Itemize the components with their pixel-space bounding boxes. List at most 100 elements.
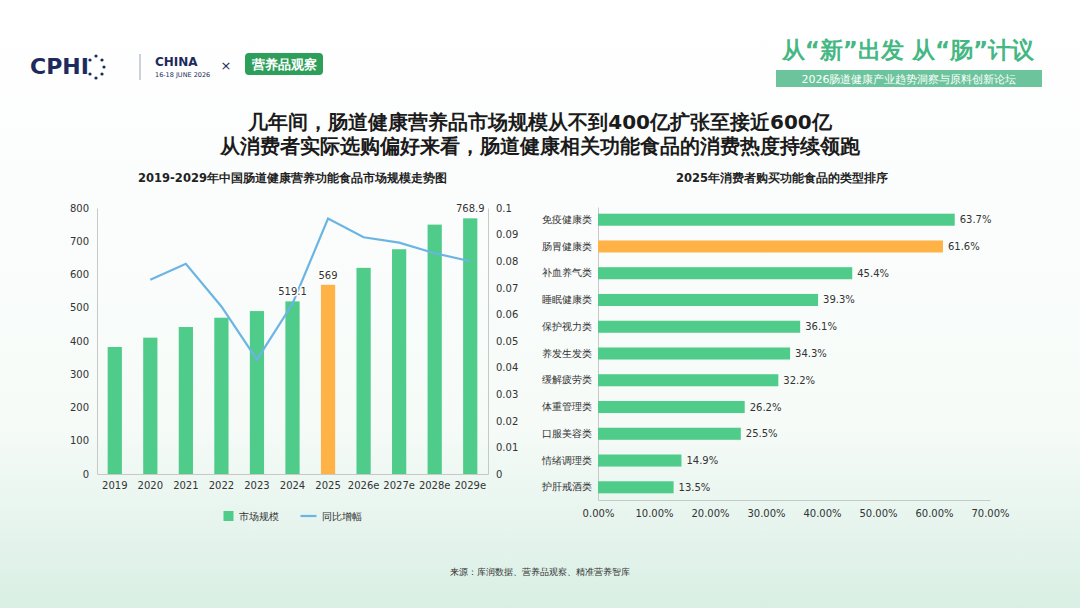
legend: 市场规模同比增幅	[224, 511, 362, 522]
tick: 缓解疲劳类	[542, 374, 598, 385]
axis-line	[98, 474, 489, 475]
legend-item: 同比增幅	[301, 511, 362, 522]
logo-dot	[100, 72, 103, 75]
logo-dot	[94, 76, 97, 79]
bar	[598, 481, 674, 493]
tick-label: 2019	[102, 480, 127, 491]
tick-label: 0.06	[496, 309, 518, 320]
tick: 0.07	[488, 283, 518, 294]
data-label: 768.9	[456, 203, 485, 214]
data-label: 63.7%	[960, 214, 992, 225]
tick: 保护视力类	[542, 321, 598, 332]
axis: 免疫健康类肠胃健康类补血养气类睡眠健康类保护视力类养发生发类缓解疲劳类体重管理类…	[541, 208, 599, 501]
title: 从消费者实际选购偏好来看，肠道健康相关功能食品的消费热度持续领跑	[219, 134, 861, 158]
tick-label: 70.00%	[971, 508, 1009, 519]
data-labels: 519.1 569 768.9	[278, 203, 484, 297]
tick-label: 100	[70, 435, 89, 446]
tick-label: 免疫健康类	[542, 214, 592, 225]
bar	[598, 455, 681, 467]
tick-label: 20.00%	[691, 508, 729, 519]
tick-label: 30.00%	[747, 508, 785, 519]
tick-label: 0.08	[496, 256, 518, 267]
tick: 2019	[102, 474, 127, 491]
axis: 20192020202120222023202420252026e2027e20…	[98, 474, 489, 491]
tick: 肠胃健康类	[542, 241, 598, 252]
legend-label: 同比增幅	[322, 511, 362, 522]
tick: 0.02	[488, 416, 518, 427]
forum-band	[776, 70, 1042, 87]
bar	[598, 374, 778, 386]
tick: 0.08	[488, 256, 518, 267]
tick-label: 0.04	[496, 362, 518, 373]
tick: 0	[83, 469, 97, 480]
data-labels: 63.7%61.6%45.4%39.3%36.1%34.3%32.2%26.2%…	[679, 214, 992, 493]
data-label: 25.5%	[746, 428, 778, 439]
tick: 70.00%	[971, 500, 1009, 519]
legend-symbol	[224, 511, 234, 521]
tick-label: 200	[70, 402, 89, 413]
tick: 补血养气类	[542, 267, 598, 278]
tick: 20.00%	[691, 500, 729, 519]
bar	[598, 428, 741, 440]
tick: 2029e	[454, 474, 486, 491]
tick-label: 60.00%	[915, 508, 953, 519]
tick: 500	[70, 302, 97, 313]
tick-label: 2028e	[419, 480, 451, 491]
tick-label: 补血养气类	[542, 267, 592, 278]
background	[0, 0, 1080, 608]
bar	[108, 347, 122, 474]
tick: 口服美容类	[542, 428, 598, 439]
tick-label: 50.00%	[859, 508, 897, 519]
tick: 10.00%	[635, 500, 673, 519]
tick: 800	[70, 203, 97, 214]
tick: 0	[488, 469, 502, 480]
tick-label: 情绪调理类	[541, 455, 592, 466]
tick: 2022	[209, 474, 234, 491]
tick: 700	[70, 236, 97, 247]
data-label: 569	[318, 270, 337, 281]
axis: 0.00%10.00%20.00%30.00%40.00%50.00%60.00…	[583, 500, 1010, 519]
data-label: 519.1	[278, 286, 307, 297]
tick: 300	[70, 369, 97, 380]
page: CPHICHINA16-18 JUNE 2026×营养品观察从“新”出发 从“肠…	[0, 0, 1080, 608]
tick-label: 0.00%	[583, 508, 615, 519]
chart-title: 2019-2029年中国肠道健康营养功能食品市场规模走势图	[138, 171, 447, 185]
source: 来源：库润数据、营养品观察、精准营养智库	[450, 567, 630, 577]
tick-label: 2024	[280, 480, 305, 491]
tick: 400	[70, 336, 97, 347]
title: 几年间，肠道健康营养品市场规模从不到400亿扩张至接近600亿	[247, 110, 832, 134]
bar	[392, 249, 406, 474]
tick: 0.00%	[583, 500, 615, 519]
bar	[598, 294, 818, 306]
logo-dot	[88, 58, 91, 61]
data-label: 26.2%	[750, 402, 782, 413]
separator-line	[140, 54, 141, 80]
tick-label: 0	[83, 469, 89, 480]
tick: 0.03	[488, 389, 518, 400]
tick-label: 2021	[173, 480, 198, 491]
partner: 营养品观察	[251, 57, 317, 72]
plot	[108, 218, 478, 474]
data-label: 14.9%	[686, 455, 718, 466]
bar	[598, 401, 745, 413]
tick: 60.00%	[915, 500, 953, 519]
tick-label: 0.09	[496, 229, 518, 240]
tick-label: 0.02	[496, 416, 518, 427]
tick: 0.1	[488, 203, 512, 214]
tick: 0.09	[488, 229, 518, 240]
tick: 30.00%	[747, 500, 785, 519]
tick-label: 2023	[244, 480, 269, 491]
tick: 100	[70, 435, 97, 446]
plot	[598, 214, 955, 494]
tick-label: 体重管理类	[542, 401, 592, 412]
tick: 2021	[173, 474, 198, 491]
tick: 2020	[138, 474, 163, 491]
tick: 50.00%	[859, 500, 897, 519]
bar	[598, 214, 955, 226]
tick-label: 缓解疲劳类	[542, 374, 592, 385]
forum: 2026肠道健康产业趋势洞察与原料创新论坛	[802, 73, 1017, 86]
tick: 600	[70, 269, 97, 280]
bar	[598, 321, 800, 333]
bar	[179, 327, 193, 474]
tick: 情绪调理类	[541, 455, 598, 466]
